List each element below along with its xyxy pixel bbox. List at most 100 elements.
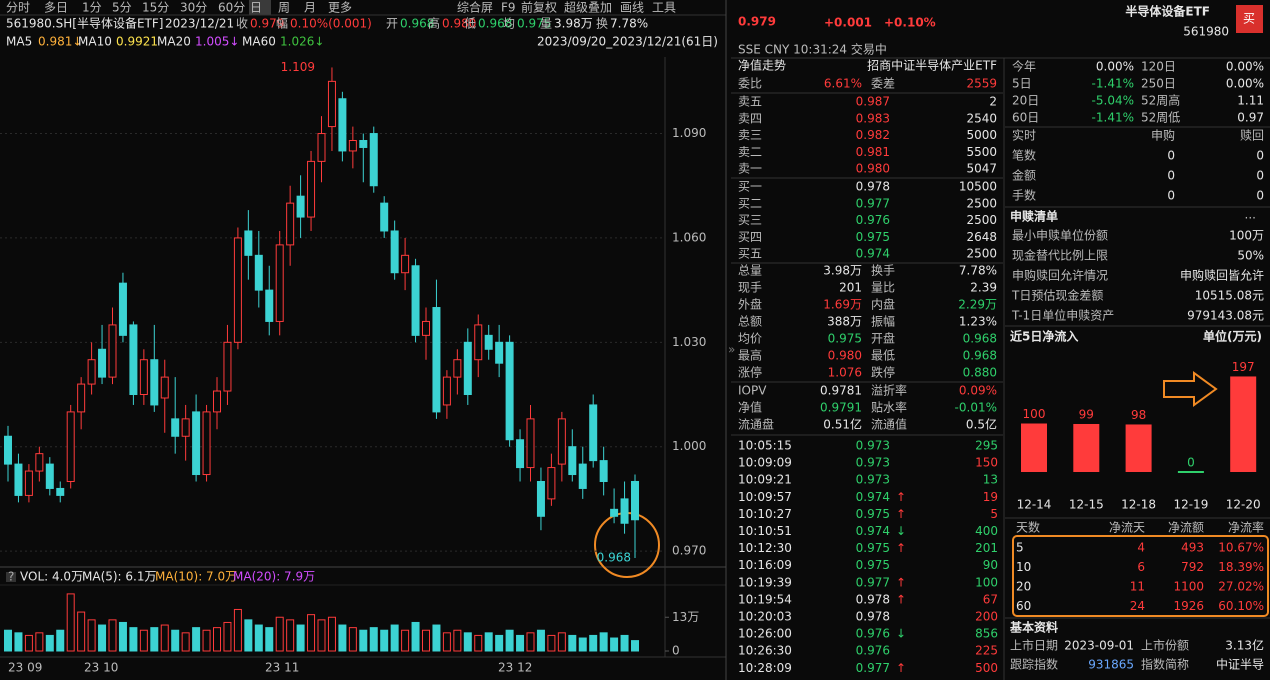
- stat-value: 1.23%: [959, 315, 997, 329]
- nav-label: 流通值: [871, 417, 907, 432]
- trade-arrow: ↓: [896, 524, 906, 538]
- inflow-bar: [1073, 423, 1100, 472]
- trade-volume: 90: [983, 558, 998, 572]
- trade-volume: 201: [975, 541, 998, 555]
- candle-body: [442, 376, 451, 406]
- volume-bar: [474, 634, 483, 652]
- toolbar-tab[interactable]: 更多: [328, 1, 352, 15]
- volume-bar: [296, 624, 305, 652]
- candle-body: [98, 348, 107, 378]
- volume-bar: [171, 629, 180, 652]
- candle-body: [213, 390, 221, 413]
- y-tick-label: 13万: [672, 610, 699, 624]
- perf-label: 今年: [1012, 59, 1036, 74]
- ma-label: MA5: [6, 35, 32, 49]
- trade-arrow: ↑: [896, 661, 906, 675]
- candle-body: [432, 307, 441, 413]
- candle-body: [223, 341, 232, 392]
- volume-bar: [422, 629, 430, 652]
- toolbar-tab[interactable]: 多日: [44, 1, 68, 15]
- ma-value: 0.981↓: [38, 35, 82, 49]
- value: 0: [1256, 169, 1264, 183]
- trade-time: 10:09:21: [738, 473, 792, 487]
- collapse-handle[interactable]: »: [728, 343, 735, 357]
- toolbar-tab[interactable]: 月: [304, 1, 316, 15]
- column-header: 申购: [1151, 128, 1175, 143]
- trade-time: 10:19:39: [738, 575, 792, 589]
- trade-volume: 225: [975, 644, 998, 658]
- nav-label: 流通盘: [738, 417, 774, 432]
- toolbar-button[interactable]: 超级叠加: [564, 0, 612, 15]
- inflow-bar: [1230, 376, 1257, 472]
- security-code: 561980: [1183, 25, 1229, 39]
- stat-value: 0.968: [963, 349, 997, 363]
- candle-body: [599, 460, 608, 482]
- x-tick-label: 12-14: [1017, 498, 1052, 512]
- table-cell: 1926: [1173, 599, 1204, 613]
- trade-volume: 200: [975, 610, 998, 624]
- toolbar-tab[interactable]: 15分: [142, 1, 169, 15]
- trade-time: 10:16:09: [738, 558, 792, 572]
- volume-bar: [265, 627, 274, 652]
- y-tick-label: 1.090: [672, 126, 706, 140]
- stat-value: 3.98万: [823, 264, 862, 278]
- toolbar-tab[interactable]: 60分: [218, 1, 245, 15]
- info-value: 0.980: [442, 17, 476, 31]
- candle-body: [411, 265, 420, 336]
- price-change: +0.001: [824, 16, 872, 30]
- buy-button-bg[interactable]: [1236, 5, 1263, 33]
- candle-body: [4, 435, 12, 465]
- stat-value: 0.980: [828, 349, 862, 363]
- candle-body: [526, 418, 535, 469]
- label: T日预估现金差额: [1011, 288, 1103, 303]
- info-value: 3.98万: [554, 17, 593, 31]
- more-button[interactable]: ...: [1245, 208, 1256, 222]
- toolbar-tab[interactable]: 周: [278, 1, 290, 15]
- inflow-bar: [1125, 424, 1152, 472]
- table-cell: 18.39%: [1218, 560, 1264, 574]
- trade-time: 10:26:30: [738, 644, 792, 658]
- volume-bar: [223, 621, 232, 652]
- candle-body: [547, 467, 556, 500]
- toolbar-button[interactable]: F9: [501, 1, 516, 15]
- trade-price: 0.976: [856, 644, 890, 658]
- toolbar-button[interactable]: 工具: [652, 1, 676, 15]
- value: 0: [1256, 189, 1264, 203]
- y-tick-label: 0: [672, 644, 680, 658]
- toolbar-button[interactable]: 综合屏: [457, 0, 493, 15]
- help-icon[interactable]: [6, 572, 16, 582]
- candle-body: [129, 324, 138, 396]
- candle-body: [348, 140, 357, 152]
- volume-bar: [35, 632, 44, 652]
- perf-value: 0.00%: [1096, 60, 1134, 74]
- toolbar-tab[interactable]: 分时: [6, 1, 30, 15]
- candle-body: [108, 324, 117, 378]
- buy-button[interactable]: 买: [1243, 12, 1255, 26]
- stat-value: 2.39: [970, 281, 997, 295]
- candle-body: [453, 359, 462, 378]
- table-cell: 27.02%: [1218, 580, 1264, 594]
- volume-bar: [327, 616, 336, 652]
- volume-bar: [526, 632, 535, 652]
- volume-legend: MA(5): 6.1万: [82, 570, 157, 584]
- candle-body: [327, 80, 336, 128]
- table-header: 天数: [1016, 520, 1040, 535]
- candle-body: [317, 133, 326, 162]
- toolbar-tab[interactable]: 30分: [180, 1, 207, 15]
- info-label: 量: [540, 17, 552, 31]
- volume-bar: [505, 629, 514, 652]
- toolbar-tab[interactable]: 日: [250, 1, 262, 15]
- toolbar-tab[interactable]: 5分: [112, 1, 132, 15]
- trade-volume: 400: [975, 524, 998, 538]
- trade-price: 0.977: [856, 661, 890, 675]
- high-label: 1.109: [281, 60, 315, 74]
- stat-label: 总额: [738, 315, 762, 329]
- stat-value: 7.78%: [959, 264, 997, 278]
- stat-label: 外盘: [738, 297, 762, 312]
- toolbar-button[interactable]: 画线: [620, 1, 644, 15]
- volume-bar: [14, 632, 23, 652]
- toolbar-button[interactable]: 前复权: [521, 0, 557, 15]
- perf-value: 0.00%: [1226, 60, 1264, 74]
- toolbar-tab[interactable]: 1分: [82, 1, 102, 15]
